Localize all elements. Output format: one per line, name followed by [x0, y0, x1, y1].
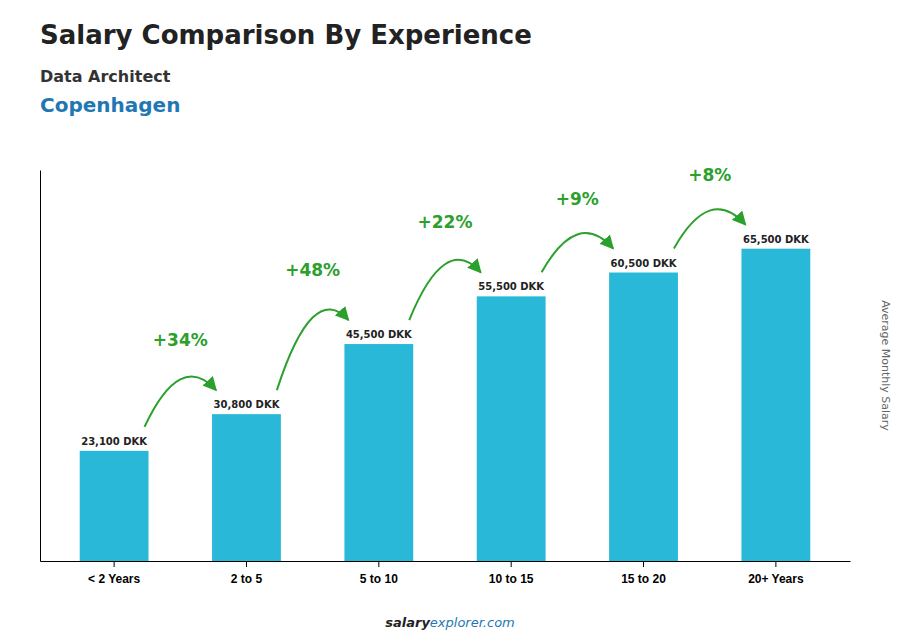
- x-tick: 5 to 10: [360, 561, 398, 586]
- arrow: [409, 260, 481, 320]
- x-tick-mark: [775, 561, 776, 567]
- annotation: +8%: [688, 165, 731, 185]
- footer-part: salary: [385, 615, 430, 630]
- subtitle: Data Architect: [40, 67, 171, 86]
- subtitle: Copenhagen: [40, 93, 180, 117]
- title: Salary Comparison By Experience: [40, 20, 532, 50]
- y-axis: [40, 171, 41, 562]
- annotation: +34%: [153, 330, 208, 350]
- bar: [212, 414, 281, 561]
- footer: salaryexplorer.com: [385, 615, 515, 630]
- data-label: 30,800 DKK: [214, 399, 281, 410]
- x-tick: < 2 Years: [88, 561, 140, 586]
- arrow: [145, 376, 217, 426]
- bar: [477, 296, 546, 561]
- arrow: [277, 309, 349, 390]
- y-axis-line: [40, 171, 41, 562]
- x-tick-label: 15 to 20: [621, 572, 666, 586]
- bars: [80, 249, 811, 561]
- x-axis-line: [41, 561, 851, 562]
- x-tick-label: 20+ Years: [748, 572, 804, 586]
- plot: < 2 Years 2 to 5 5 to 10 10 to 15 15 to 20 20…: [41, 165, 851, 587]
- x-tick-mark: [246, 561, 247, 567]
- annotation: +9%: [556, 189, 599, 209]
- x-tick-label: 2 to 5: [231, 572, 263, 586]
- bar: [609, 273, 678, 561]
- x-tick: 10 to 15: [489, 561, 534, 586]
- data-label: 55,500 DKK: [478, 281, 545, 292]
- data-label: 23,100 DKK: [81, 436, 148, 447]
- x-tick-mark: [511, 561, 512, 567]
- x-tick-label: 5 to 10: [360, 572, 398, 586]
- chart: Salary Comparison By Experience Data Arch…: [0, 0, 900, 641]
- data-labels: 23,100 DKK 30,800 DKK 45,500 DKK 55,500 DKK…: [81, 234, 810, 447]
- bar: [344, 344, 413, 561]
- x-tick-label: < 2 Years: [88, 572, 140, 586]
- x-tick-mark: [114, 561, 115, 567]
- bar: [80, 451, 149, 561]
- data-label: 60,500 DKK: [611, 258, 678, 269]
- x-tick: 2 to 5: [231, 561, 263, 586]
- data-label: 45,500 DKK: [346, 329, 413, 340]
- x-tick-mark: [643, 561, 644, 567]
- annotations: +34% +48% +22% +9% +8%: [145, 165, 746, 427]
- x-tick: 15 to 20: [621, 561, 666, 586]
- x-tick-mark: [378, 561, 379, 567]
- arrow: [674, 209, 746, 248]
- x-tick: 20+ Years: [748, 561, 804, 586]
- annotation: +48%: [285, 260, 340, 280]
- data-label: 65,500 DKK: [743, 234, 810, 245]
- x-tick-label: 10 to 15: [489, 572, 534, 586]
- arrow: [542, 233, 614, 272]
- x-axis: < 2 Years 2 to 5 5 to 10 10 to 15 15 to 20 20…: [41, 561, 851, 586]
- footer-part: explorer.com: [430, 615, 515, 630]
- y-axis-title: Average Monthly Salary: [879, 300, 892, 431]
- bar: [741, 249, 810, 561]
- annotation: +22%: [418, 212, 473, 232]
